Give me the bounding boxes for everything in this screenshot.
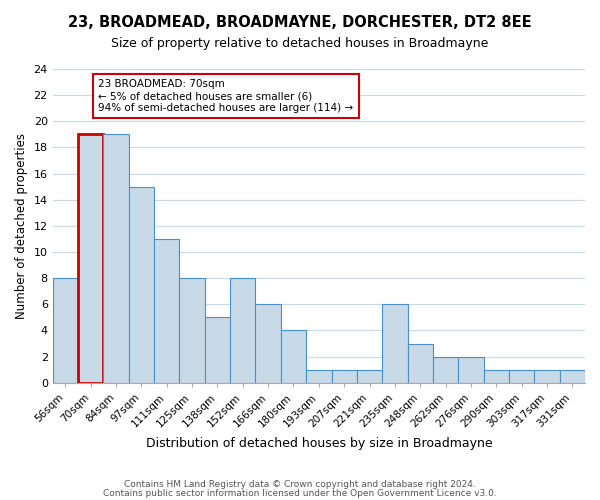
Text: Contains HM Land Registry data © Crown copyright and database right 2024.: Contains HM Land Registry data © Crown c… <box>124 480 476 489</box>
Bar <box>484 370 509 383</box>
Bar <box>407 344 433 383</box>
Text: Size of property relative to detached houses in Broadmayne: Size of property relative to detached ho… <box>112 38 488 51</box>
Bar <box>433 356 458 383</box>
Bar <box>78 134 103 383</box>
Bar <box>306 370 332 383</box>
Bar <box>332 370 357 383</box>
Bar <box>281 330 306 383</box>
Bar <box>103 134 129 383</box>
Bar <box>179 278 205 383</box>
Bar <box>129 186 154 383</box>
Bar <box>357 370 382 383</box>
Bar <box>560 370 585 383</box>
Bar <box>535 370 560 383</box>
Bar <box>205 318 230 383</box>
Y-axis label: Number of detached properties: Number of detached properties <box>15 133 28 319</box>
Bar <box>154 239 179 383</box>
Bar <box>458 356 484 383</box>
Bar <box>53 278 78 383</box>
Bar <box>256 304 281 383</box>
Bar <box>382 304 407 383</box>
Text: 23 BROADMEAD: 70sqm
← 5% of detached houses are smaller (6)
94% of semi-detached: 23 BROADMEAD: 70sqm ← 5% of detached hou… <box>98 80 353 112</box>
Text: 23, BROADMEAD, BROADMAYNE, DORCHESTER, DT2 8EE: 23, BROADMEAD, BROADMAYNE, DORCHESTER, D… <box>68 15 532 30</box>
Text: Contains public sector information licensed under the Open Government Licence v3: Contains public sector information licen… <box>103 488 497 498</box>
Bar <box>230 278 256 383</box>
Bar <box>509 370 535 383</box>
X-axis label: Distribution of detached houses by size in Broadmayne: Distribution of detached houses by size … <box>146 437 492 450</box>
